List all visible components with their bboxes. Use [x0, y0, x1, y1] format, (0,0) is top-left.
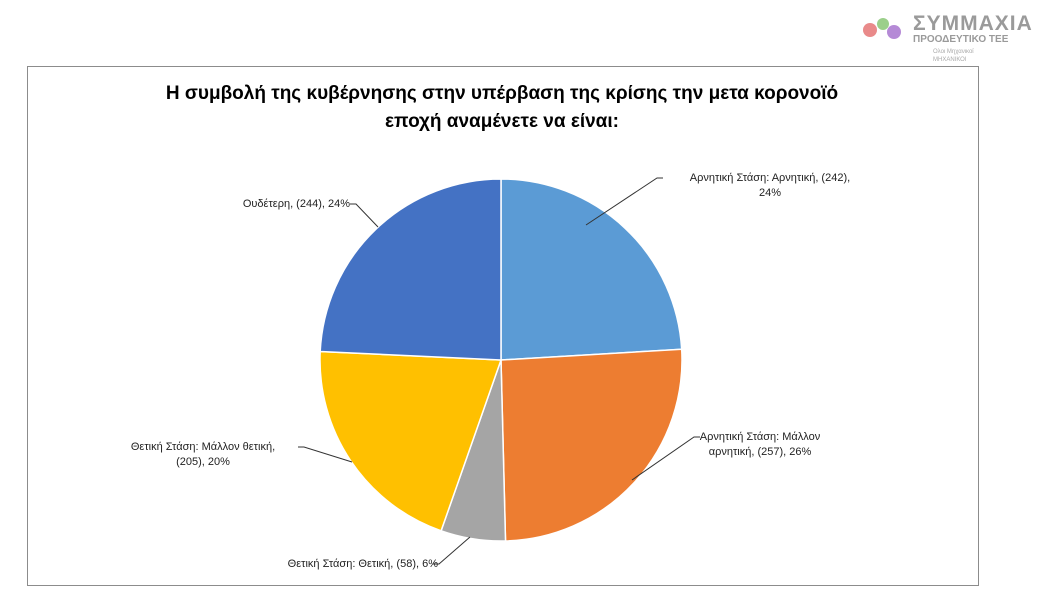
title-line: εποχή αναμένετε να είναι: [385, 111, 619, 132]
partner-logo: ΜΗΧΑΝΙΚΟΙ [933, 57, 967, 63]
data-label-neutral: Ουδέτερη, (244), 24% [242, 198, 350, 210]
gears-icon [863, 18, 901, 39]
data-label-positive: Θετική Στάση: Θετική, (58), 6% [287, 558, 438, 570]
leader-line [350, 203, 379, 228]
data-label-rather-negative: Αρνητική Στάση: Μάλλον αρνητική, (257), 2… [699, 431, 821, 458]
leader-line [433, 536, 471, 565]
chart-title: Η συμβολή της κυβέρνησης στην υπέρβαση τ… [27, 80, 977, 136]
pie-slice-4 [319, 178, 502, 361]
leader-line [585, 177, 663, 226]
title-line: Η συμβολή της κυβέρνησης στην υπέρβαση τ… [165, 83, 839, 104]
pie-slice-0 [500, 178, 683, 361]
leader-lines [298, 177, 700, 565]
chart-area [27, 66, 979, 586]
leader-line [298, 446, 353, 463]
logo-name: ΣΥΜΜΑΧΙΑ [913, 12, 1033, 35]
data-label-negative: Αρνητική Στάση: Αρνητική, (242), 24% [689, 172, 851, 199]
partner-logo: Ολοι Μηχανικοί [933, 49, 974, 55]
data-label-rather-positive: Θετική Στάση: Μάλλον θετική, (205), 20% [130, 441, 276, 468]
pie-slice-1 [500, 348, 683, 542]
pie-slice-3 [319, 350, 503, 532]
symmaxia-logo: ΣΥΜΜΑΧΙΑ ΠΡΟΟΔΕΥΤΙΚΟ ΤΕΕ Ολοι Μηχανικοί … [858, 12, 1048, 67]
logo-subtitle: ΠΡΟΟΔΕΥΤΙΚΟ ΤΕΕ [913, 34, 1009, 45]
leader-line [631, 436, 700, 481]
